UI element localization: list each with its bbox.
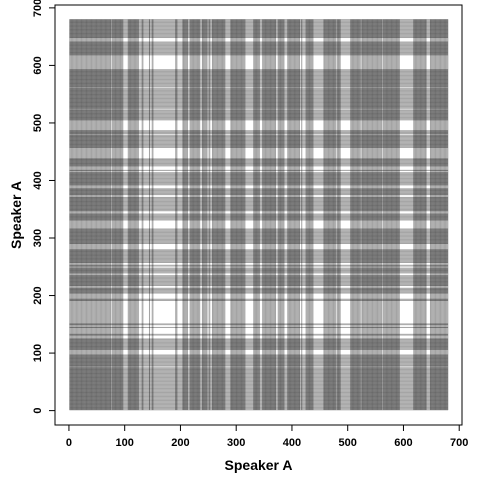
x-tick-label: 300 <box>227 437 245 449</box>
y-tick-label: 200 <box>32 286 44 304</box>
x-tick-label: 700 <box>450 437 468 449</box>
x-tick-label: 400 <box>283 437 301 449</box>
y-tick-label: 100 <box>32 344 44 362</box>
x-tick-label: 500 <box>339 437 357 449</box>
x-tick-label: 0 <box>66 437 72 449</box>
y-tick-label: 300 <box>32 229 44 247</box>
y-tick-label: 500 <box>32 114 44 132</box>
x-tick-label: 100 <box>116 437 134 449</box>
x-tick-label: 200 <box>171 437 189 449</box>
x-axis-title: Speaker A <box>225 457 293 473</box>
recurrence-marks <box>69 19 449 411</box>
y-tick-label: 600 <box>32 56 44 74</box>
x-axis: 0 100 200 300 400 500 600 700 <box>66 425 468 449</box>
y-axis: 0 100 200 300 400 500 600 700 <box>32 0 55 414</box>
y-tick-label: 400 <box>32 171 44 189</box>
y-axis-title: Speaker A <box>8 181 24 249</box>
y-tick-label: 700 <box>32 0 44 17</box>
plot-frame <box>54 4 463 426</box>
x-tick-label: 600 <box>394 437 412 449</box>
y-tick-label: 0 <box>32 408 44 414</box>
